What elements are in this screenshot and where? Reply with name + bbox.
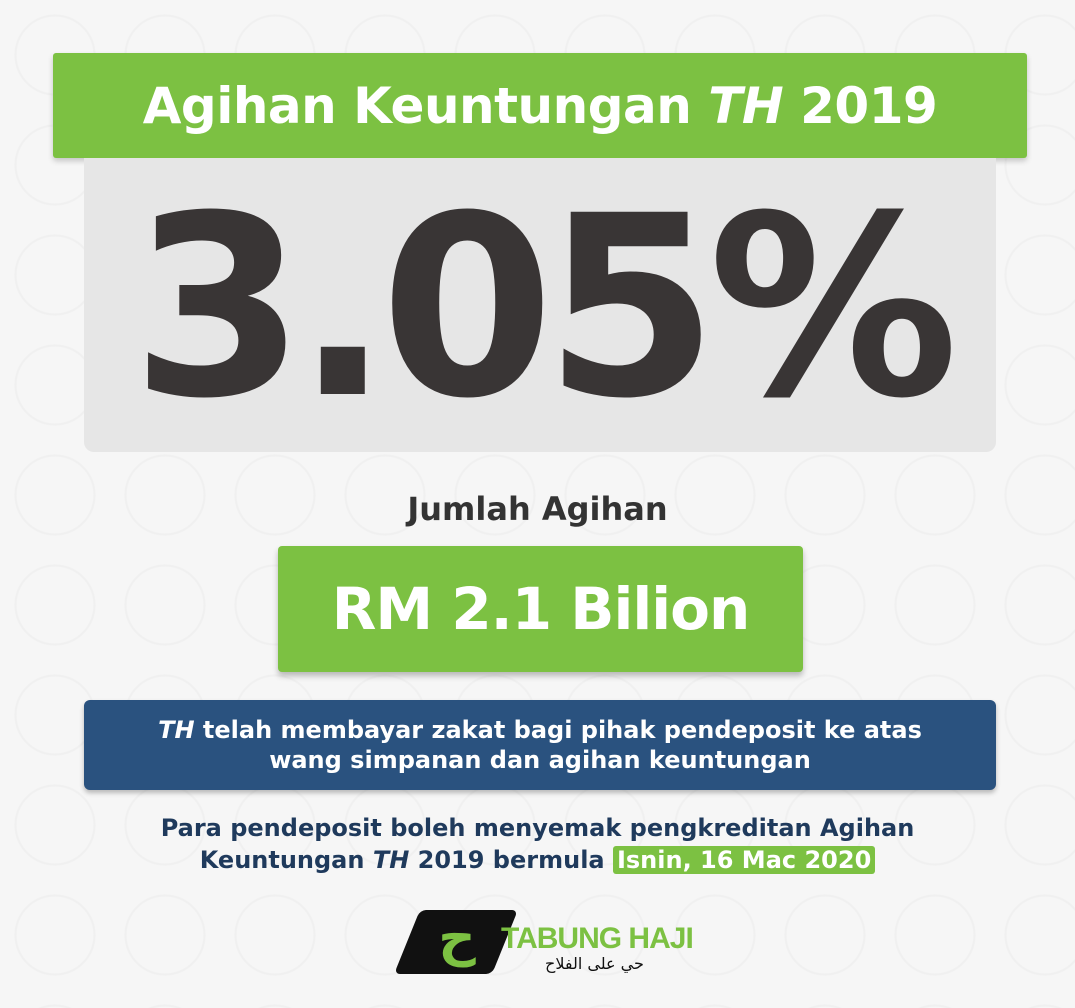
- tabung-haji-logo: ح TABUNG HAJI حي على الفلاح: [394, 908, 695, 976]
- total-amount: RM 2.1 Bilion: [331, 575, 750, 643]
- logo-name: TABUNG HAJI: [501, 922, 694, 955]
- total-label: Jumlah Agihan: [407, 490, 668, 528]
- credit-info-line2: Keuntungan TH 2019 bermula Isnin, 16 Mac…: [0, 844, 1075, 876]
- logo-glyph-icon: ح: [438, 908, 476, 968]
- page-title: Agihan Keuntungan TH 2019: [142, 76, 938, 135]
- total-amount-box: RM 2.1 Bilion: [278, 546, 803, 672]
- credit-info-line1: Para pendeposit boleh menyemak pengkredi…: [160, 814, 915, 842]
- logo-tagline: حي على الفلاح: [545, 954, 644, 973]
- zakat-note-line1: TH telah membayar zakat bagi pihak pende…: [158, 716, 922, 744]
- rate-panel: 3.05%: [84, 158, 996, 452]
- title-banner: Agihan Keuntungan TH 2019: [53, 53, 1027, 158]
- credit-info: Para pendeposit boleh menyemak pengkredi…: [0, 812, 1075, 876]
- zakat-note-line2: wang simpanan dan agihan keuntungan: [269, 746, 811, 774]
- profit-rate: 3.05%: [131, 162, 958, 453]
- zakat-note: TH telah membayar zakat bagi pihak pende…: [84, 700, 996, 790]
- start-date-highlight: Isnin, 16 Mac 2020: [612, 846, 876, 874]
